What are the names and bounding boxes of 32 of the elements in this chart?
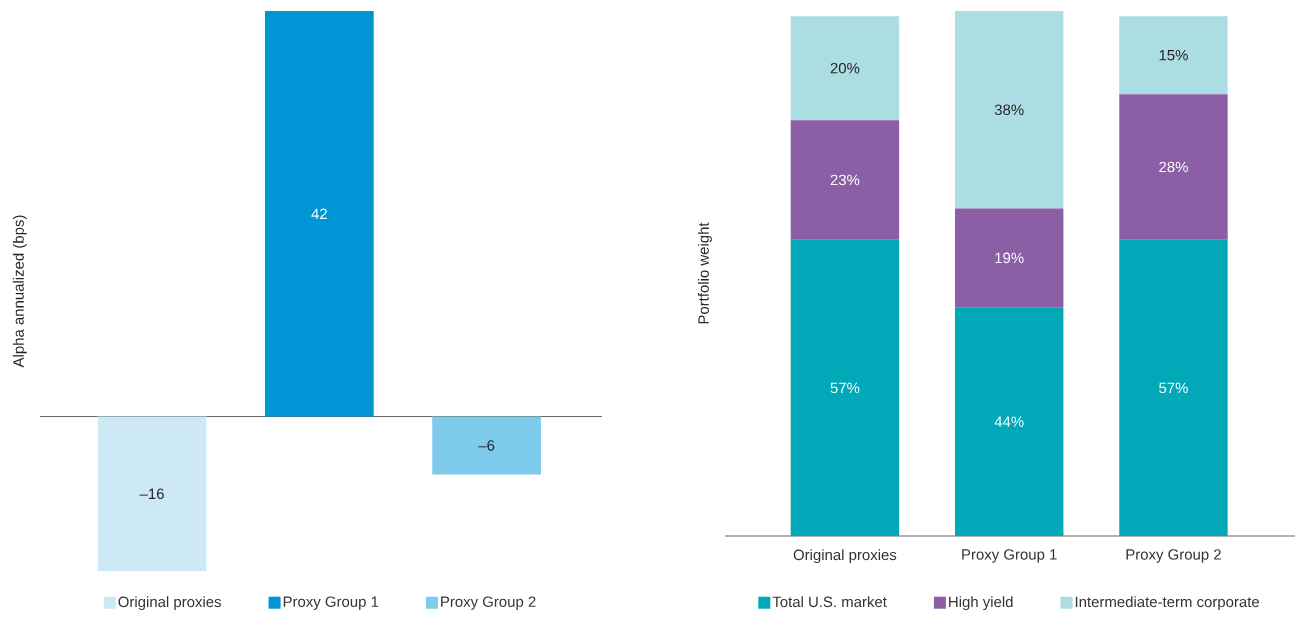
data-label: 57% <box>1159 382 1188 394</box>
bar <box>1119 94 1228 240</box>
y-axis-title: Alpha annualized (bps) <box>12 215 27 368</box>
data-label: 44% <box>994 416 1024 427</box>
legend-label: Original proxies <box>118 596 221 611</box>
legend-label: Intermediate-term corporate <box>1075 596 1260 611</box>
data-label: 42 <box>311 208 327 219</box>
bar <box>954 10 1064 209</box>
data-label: 19% <box>995 252 1024 264</box>
data-label: 23% <box>830 174 860 186</box>
data-label: 38% <box>994 104 1024 116</box>
data-label: –16 <box>139 488 164 500</box>
bar <box>954 307 1064 536</box>
data-label: 57% <box>830 382 860 394</box>
bar <box>790 120 900 240</box>
y-axis-title: Portfolio weight <box>697 222 712 324</box>
bar <box>1119 16 1228 95</box>
bar <box>790 239 900 536</box>
bar <box>954 208 1064 308</box>
bar <box>1119 239 1228 536</box>
legend-label: Total U.S. market <box>772 596 887 608</box>
data-label: 15% <box>1159 49 1188 61</box>
legend-label: Proxy Group 2 <box>441 596 536 610</box>
data-label: 20% <box>830 62 860 74</box>
data-label: 28% <box>1159 161 1188 173</box>
bar <box>790 16 900 121</box>
x-tick-label: Proxy Group 2 <box>1126 549 1221 563</box>
legend-label: High yield <box>949 596 1013 611</box>
legend-label: Proxy Group 1 <box>283 596 379 610</box>
x-tick-label: Proxy Group 1 <box>962 549 1057 563</box>
data-label: –6 <box>478 440 495 451</box>
x-tick-label: Original proxies <box>793 549 897 564</box>
